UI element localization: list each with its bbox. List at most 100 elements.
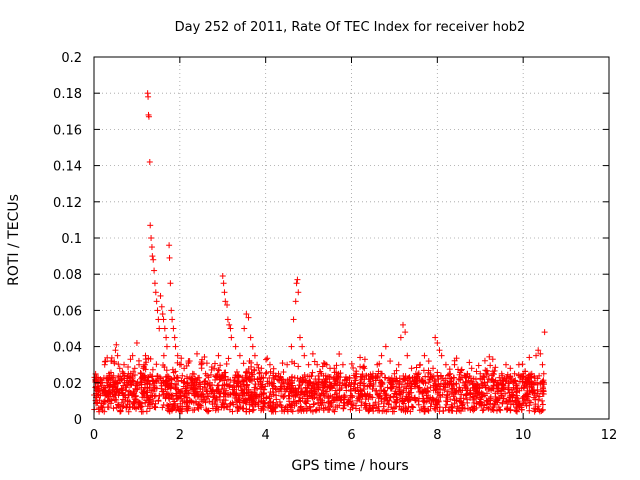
data-point — [111, 358, 118, 365]
data-point — [280, 394, 287, 401]
data-point — [148, 387, 155, 394]
data-point — [349, 400, 356, 407]
data-point — [232, 372, 239, 379]
data-point — [300, 407, 307, 414]
data-point — [198, 396, 205, 403]
data-point — [306, 373, 313, 380]
data-point — [522, 368, 529, 375]
data-point — [487, 400, 494, 407]
data-point — [402, 408, 409, 415]
data-point — [489, 356, 496, 363]
data-point — [427, 403, 434, 410]
data-point — [489, 406, 496, 413]
data-point — [172, 400, 179, 407]
data-point — [170, 396, 177, 403]
data-point — [515, 371, 522, 378]
data-point — [132, 393, 139, 400]
data-point — [192, 375, 199, 382]
data-point — [503, 361, 509, 368]
data-point — [376, 360, 383, 367]
data-point — [506, 397, 513, 404]
data-point — [425, 358, 432, 365]
data-point — [156, 374, 163, 381]
data-point — [151, 404, 158, 411]
data-point — [160, 401, 167, 408]
data-point — [143, 408, 150, 415]
data-point — [452, 388, 459, 395]
data-point — [177, 389, 184, 396]
data-point — [434, 383, 441, 390]
data-point — [131, 365, 138, 372]
data-point — [380, 387, 387, 394]
data-point — [248, 359, 255, 366]
data-point — [191, 371, 198, 378]
data-point — [284, 361, 291, 368]
data-point — [367, 378, 374, 385]
data-point — [449, 405, 456, 412]
data-point — [341, 393, 348, 400]
data-point — [396, 403, 403, 410]
data-point — [272, 403, 279, 410]
data-point — [287, 388, 294, 395]
data-point — [125, 408, 132, 415]
data-point — [201, 384, 208, 391]
data-point — [149, 366, 156, 373]
data-point — [150, 382, 157, 389]
data-point — [312, 376, 319, 383]
y-tick-label: 0.04 — [53, 341, 82, 356]
data-point — [267, 389, 274, 396]
data-point — [145, 93, 152, 100]
data-point — [484, 371, 491, 378]
data-point — [412, 380, 419, 387]
data-point — [399, 395, 406, 402]
data-point — [403, 393, 410, 400]
data-point — [478, 391, 485, 398]
data-point — [443, 401, 450, 408]
data-point — [525, 372, 532, 379]
data-point — [505, 398, 512, 405]
data-point — [196, 374, 203, 381]
data-point — [285, 395, 292, 402]
data-point — [190, 386, 197, 393]
data-point — [330, 397, 337, 404]
data-point — [150, 256, 157, 263]
data-point — [310, 401, 317, 408]
data-point — [388, 404, 395, 411]
data-point — [312, 407, 319, 414]
data-point — [378, 395, 385, 402]
data-point — [391, 370, 398, 377]
data-point — [119, 390, 126, 397]
data-point — [138, 400, 145, 407]
data-point — [129, 377, 136, 384]
data-point — [173, 395, 180, 402]
data-point — [348, 360, 355, 367]
data-point — [157, 292, 164, 299]
data-point — [325, 407, 332, 414]
data-point — [205, 407, 212, 414]
data-point — [467, 387, 474, 394]
data-point — [142, 361, 149, 368]
data-point — [160, 362, 167, 369]
data-point — [369, 374, 376, 381]
data-point — [411, 377, 418, 384]
data-point — [306, 404, 313, 411]
data-point — [473, 392, 480, 399]
data-point — [256, 369, 263, 376]
axis-ticks — [93, 56, 610, 420]
data-point — [487, 362, 494, 369]
data-point — [241, 325, 248, 332]
data-point — [197, 379, 204, 386]
data-point — [416, 388, 423, 395]
y-tick-label: 0.02 — [53, 377, 82, 392]
data-point — [251, 352, 258, 359]
data-point — [310, 380, 317, 387]
data-point — [435, 376, 442, 383]
data-point — [486, 385, 493, 392]
data-point — [479, 407, 486, 414]
data-point — [356, 396, 363, 403]
data-point — [434, 391, 441, 398]
data-point — [169, 316, 176, 323]
data-point — [110, 405, 117, 412]
data-point — [201, 378, 208, 385]
data-point — [272, 392, 279, 399]
